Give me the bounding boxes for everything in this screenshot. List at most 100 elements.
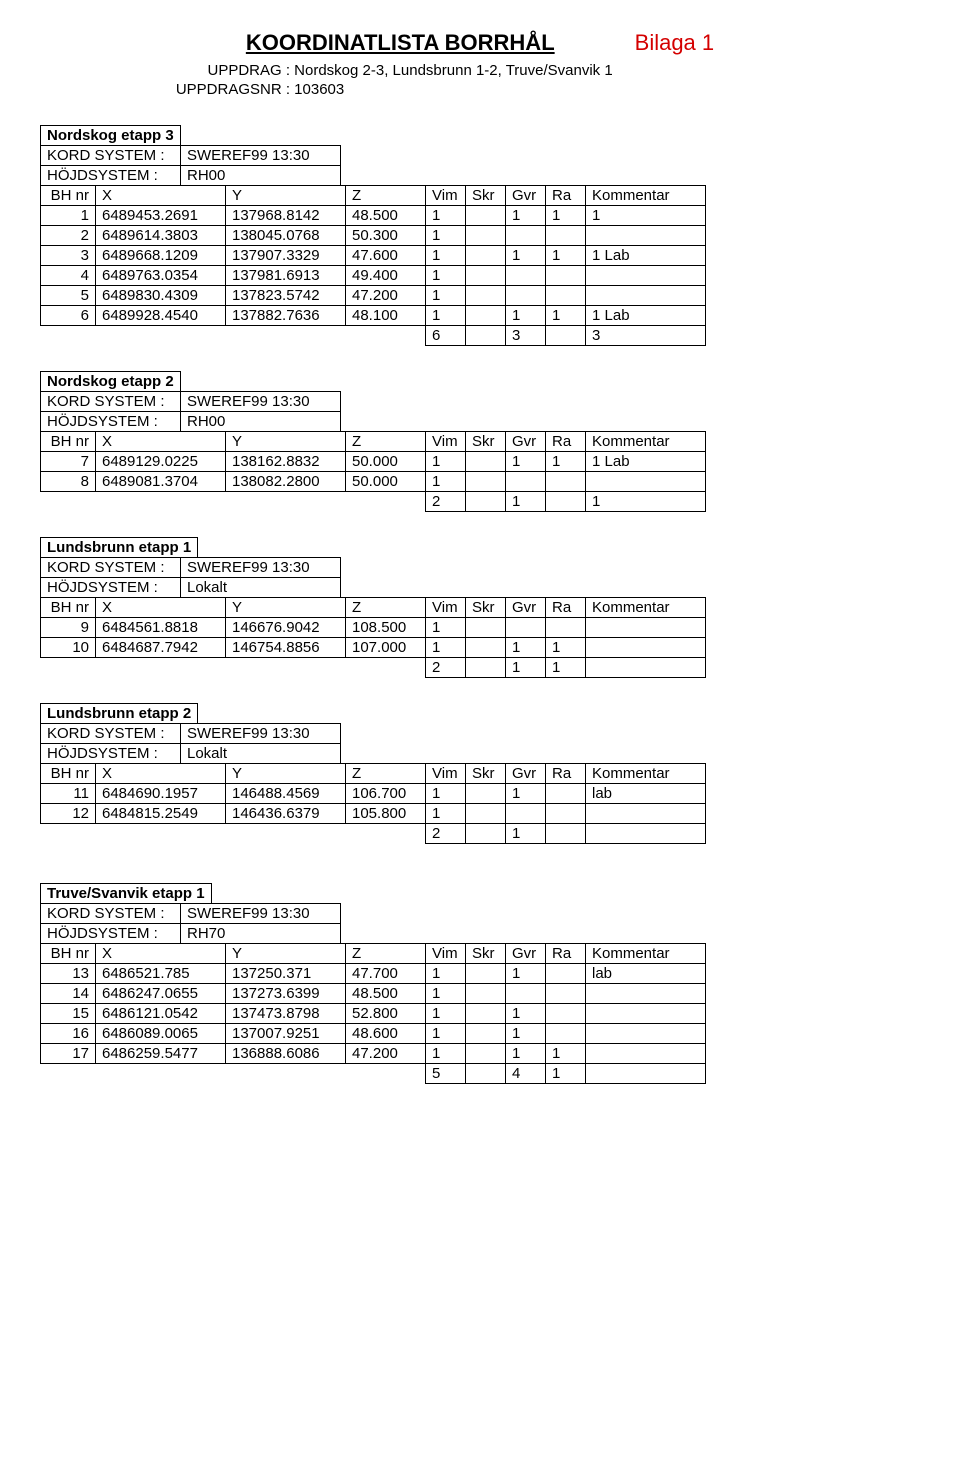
cell-vim: 1 [426,452,466,472]
cell-vim: 1 [426,206,466,226]
uppdrag-value: Nordskog 2-3, Lundsbrunn 1-2, Truve/Svan… [294,62,613,79]
cell-y: 137273.6399 [226,984,346,1004]
cell-ra: 1 [546,206,586,226]
kord-value: SWEREF99 13:30 [181,904,341,924]
col-gvr: Gvr [506,764,546,784]
col-vim: Vim [426,186,466,206]
cell-kom [586,286,706,306]
cell-y: 137981.6913 [226,266,346,286]
cell-z: 107.000 [346,638,426,658]
sum-vim: 5 [426,1064,466,1084]
cell-gvr: 1 [506,1044,546,1064]
col-skr: Skr [466,944,506,964]
cell-kom [586,638,706,658]
cell-y: 137968.8142 [226,206,346,226]
cell-skr [466,206,506,226]
sum-vim: 2 [426,492,466,512]
cell-vim: 1 [426,984,466,1004]
cell-ra: 1 [546,452,586,472]
cell-skr [466,1024,506,1044]
sum-vim: 6 [426,326,466,346]
cell-y: 138045.0768 [226,226,346,246]
col-ra: Ra [546,186,586,206]
cell-z: 106.700 [346,784,426,804]
cell-z: 49.400 [346,266,426,286]
cell-kom: 1 Lab [586,452,706,472]
cell-z: 47.700 [346,964,426,984]
sum-ra [546,824,586,844]
sum-ra: 1 [546,1064,586,1084]
cell-ra [546,226,586,246]
col-y: Y [226,432,346,452]
cell-x: 6489668.1209 [96,246,226,266]
cell-skr [466,452,506,472]
cell-kom [586,1004,706,1024]
col-z: Z [346,598,426,618]
cell-ra: 1 [546,638,586,658]
cell-bh: 14 [41,984,96,1004]
col-bh: BH nr [41,432,96,452]
cell-ra [546,472,586,492]
col-y: Y [226,186,346,206]
sum-kom [586,1064,706,1084]
cell-bh: 10 [41,638,96,658]
cell-x: 6489614.3803 [96,226,226,246]
cell-skr [466,246,506,266]
sum-skr [466,824,506,844]
cell-skr [466,472,506,492]
cell-gvr: 1 [506,1004,546,1024]
hojd-label: HÖJDSYSTEM : [41,744,181,764]
cell-kom: 1 Lab [586,246,706,266]
col-vim: Vim [426,432,466,452]
cell-z: 48.500 [346,984,426,1004]
cell-bh: 8 [41,472,96,492]
cell-vim: 1 [426,964,466,984]
table-row: 13 6486521.785 137250.371 47.700 1 1 lab [41,964,706,984]
col-x: X [96,598,226,618]
cell-x: 6489453.2691 [96,206,226,226]
col-vim: Vim [426,598,466,618]
sum-vim: 2 [426,658,466,678]
cell-gvr [506,226,546,246]
table-row: 5 6489830.4309 137823.5742 47.200 1 [41,286,706,306]
cell-skr [466,266,506,286]
cell-ra [546,964,586,984]
cell-y: 146488.4569 [226,784,346,804]
kord-label: KORD SYSTEM : [41,146,181,166]
kord-value: SWEREF99 13:30 [181,146,341,166]
cell-z: 50.300 [346,226,426,246]
col-skr: Skr [466,186,506,206]
col-bh: BH nr [41,944,96,964]
cell-kom [586,1024,706,1044]
kord-label: KORD SYSTEM : [41,724,181,744]
cell-y: 136888.6086 [226,1044,346,1064]
hojd-label: HÖJDSYSTEM : [41,412,181,432]
cell-x: 6484690.1957 [96,784,226,804]
cell-skr [466,804,506,824]
cell-bh: 16 [41,1024,96,1044]
table-row: 9 6484561.8818 146676.9042 108.500 1 [41,618,706,638]
cell-y: 138162.8832 [226,452,346,472]
cell-vim: 1 [426,1044,466,1064]
cell-gvr [506,286,546,306]
cell-z: 48.600 [346,1024,426,1044]
col-bh: BH nr [41,186,96,206]
cell-z: 50.000 [346,452,426,472]
cell-ra [546,984,586,1004]
cell-x: 6489830.4309 [96,286,226,306]
cell-y: 137473.8798 [226,1004,346,1024]
col-z: Z [346,944,426,964]
col-z: Z [346,432,426,452]
kord-label: KORD SYSTEM : [41,558,181,578]
cell-skr [466,306,506,326]
table-row: 2 6489614.3803 138045.0768 50.300 1 [41,226,706,246]
cell-vim: 1 [426,286,466,306]
cell-y: 137907.3329 [226,246,346,266]
cell-gvr [506,266,546,286]
cell-bh: 4 [41,266,96,286]
cell-vim: 1 [426,472,466,492]
col-skr: Skr [466,598,506,618]
sum-vim: 2 [426,824,466,844]
table-row: 11 6484690.1957 146488.4569 106.700 1 1 … [41,784,706,804]
sum-gvr: 4 [506,1064,546,1084]
